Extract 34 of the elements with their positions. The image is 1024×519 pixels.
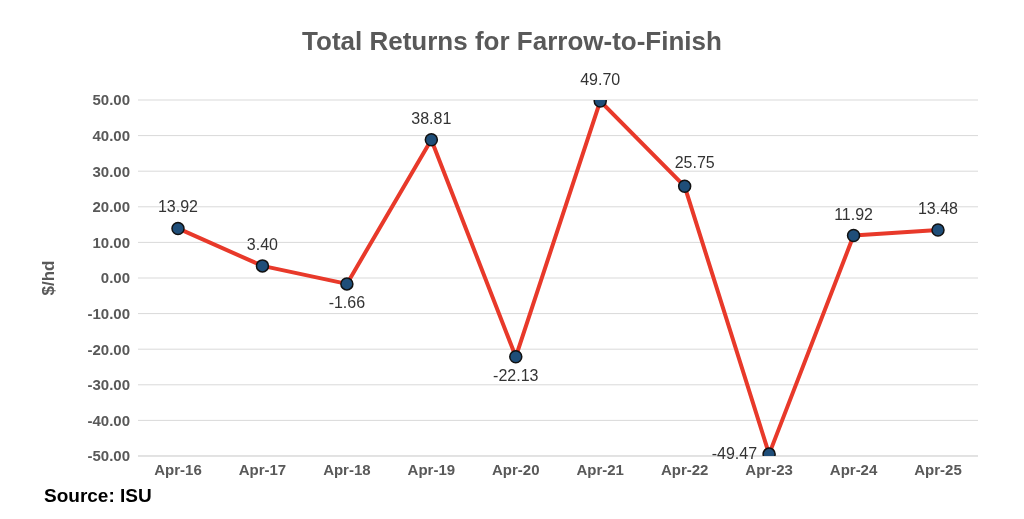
data-label: -22.13 bbox=[493, 366, 539, 384]
x-tick-label: Apr-18 bbox=[323, 460, 371, 478]
x-tick-label: Apr-16 bbox=[154, 460, 202, 478]
data-label: 11.92 bbox=[834, 205, 874, 223]
x-tick-label: Apr-25 bbox=[914, 460, 962, 478]
data-label: 13.92 bbox=[157, 198, 199, 216]
y-tick-label: -20.00 bbox=[87, 340, 130, 358]
data-label: 49.70 bbox=[580, 71, 621, 89]
x-tick-label: Apr-24 bbox=[829, 460, 878, 478]
x-tick-label: Apr-22 bbox=[660, 460, 709, 478]
y-tick-label: -10.00 bbox=[87, 304, 130, 322]
y-tick-label: 10.00 bbox=[92, 233, 130, 251]
y-tick-label: 30.00 bbox=[92, 162, 130, 180]
data-label: -49.47 bbox=[711, 445, 758, 463]
chart-title: Total Returns for Farrow-to-Finish bbox=[301, 25, 723, 58]
y-tick-label: -40.00 bbox=[87, 411, 130, 429]
data-label: 13.48 bbox=[917, 200, 959, 218]
data-label: 25.75 bbox=[674, 154, 715, 172]
y-tick-label: 0.00 bbox=[100, 269, 130, 287]
data-label: -1.66 bbox=[328, 293, 366, 311]
source-note: Source: ISU bbox=[44, 485, 152, 507]
y-tick-label: 40.00 bbox=[92, 126, 130, 144]
y-tick-label: -30.00 bbox=[87, 376, 130, 394]
x-tick-label: Apr-17 bbox=[238, 460, 287, 478]
y-tick-label: 20.00 bbox=[92, 198, 130, 216]
y-tick-label: 50.00 bbox=[92, 91, 130, 109]
x-tick-label: Apr-20 bbox=[492, 460, 540, 478]
x-tick-label: Apr-23 bbox=[745, 460, 793, 478]
x-tick-label: Apr-21 bbox=[576, 460, 624, 478]
data-label: 38.81 bbox=[411, 109, 452, 127]
y-axis-title: $/hd bbox=[39, 260, 59, 296]
x-tick-label: Apr-19 bbox=[407, 460, 456, 478]
y-tick-label: -50.00 bbox=[87, 447, 130, 465]
data-label: 3.40 bbox=[246, 235, 279, 253]
